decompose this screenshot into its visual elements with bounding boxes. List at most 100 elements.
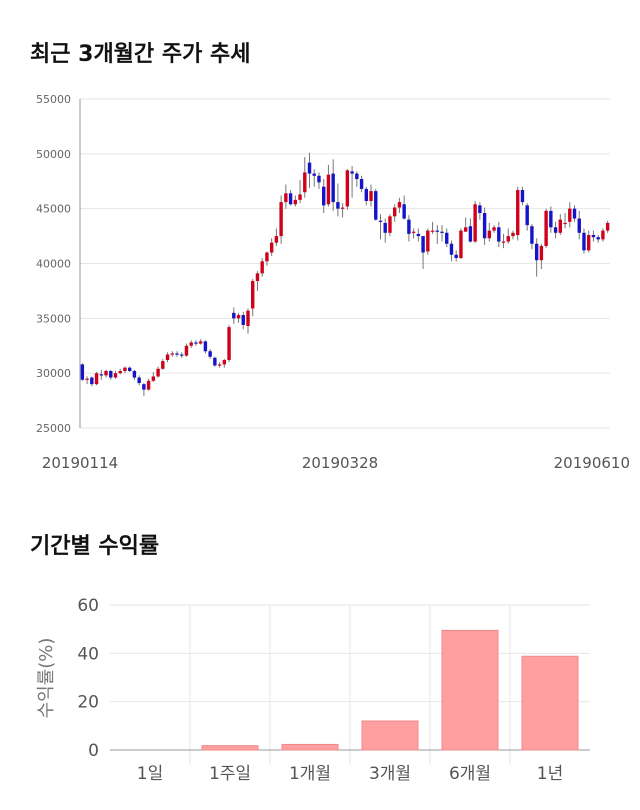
returns-x-tick-label: 6개월 bbox=[449, 764, 491, 784]
candle-body bbox=[497, 227, 501, 242]
candle-body bbox=[265, 252, 269, 262]
candle-body bbox=[426, 230, 430, 252]
candle-body bbox=[90, 377, 94, 385]
candle-body bbox=[151, 376, 156, 381]
candle-body bbox=[104, 370, 108, 376]
candle-body bbox=[350, 171, 354, 174]
returns-y-tick-label: 40 bbox=[77, 644, 99, 664]
candle-body bbox=[591, 234, 596, 238]
price-x-tick-label: 20190610 bbox=[554, 454, 630, 472]
candle-body bbox=[317, 175, 321, 183]
candle-body bbox=[516, 190, 520, 235]
candle-body bbox=[85, 378, 89, 380]
candle-body bbox=[468, 226, 473, 242]
candle-body bbox=[492, 227, 496, 231]
candle-body bbox=[445, 232, 449, 244]
candle-body bbox=[146, 380, 151, 390]
returns-bar bbox=[441, 629, 499, 751]
candle-body bbox=[530, 226, 534, 244]
candle-body bbox=[331, 173, 335, 203]
candle-body bbox=[539, 245, 544, 261]
candle-body bbox=[241, 315, 245, 325]
returns-bar bbox=[281, 743, 339, 751]
price-x-tick-label: 20190114 bbox=[42, 454, 118, 472]
candle-body bbox=[288, 193, 293, 205]
candle-body bbox=[605, 222, 610, 231]
candle-body bbox=[236, 315, 241, 319]
candle-body bbox=[525, 205, 529, 226]
candle-body bbox=[440, 231, 444, 233]
candle-body bbox=[397, 202, 402, 208]
candle-body bbox=[80, 364, 85, 380]
candle-body bbox=[482, 213, 487, 239]
candle-body bbox=[99, 374, 103, 376]
price-y-tick-label: 25000 bbox=[36, 422, 71, 435]
price-y-tick-label: 55000 bbox=[36, 93, 71, 106]
candle-body bbox=[374, 191, 378, 220]
candle-body bbox=[596, 237, 600, 240]
candle-body bbox=[284, 193, 288, 203]
candle-body bbox=[449, 243, 454, 255]
candle-body bbox=[161, 361, 165, 369]
candle-body bbox=[255, 273, 260, 282]
candle-body bbox=[109, 370, 113, 378]
candle-body bbox=[127, 367, 132, 371]
candle-body bbox=[463, 227, 468, 232]
price-x-tick-label: 20190328 bbox=[302, 454, 378, 472]
candlestick-chart: 25000 30000 35000 40000 45000 50000 55000 20190… bbox=[36, 93, 630, 472]
candle-body bbox=[345, 170, 350, 207]
candle-body bbox=[298, 194, 302, 200]
candle-body bbox=[435, 230, 439, 232]
candle-body bbox=[142, 384, 146, 390]
candle-body bbox=[388, 216, 392, 233]
price-trend-title: 최근 3개월간 주가 추세 bbox=[30, 42, 251, 67]
returns-x-tick-label: 1년 bbox=[537, 764, 563, 784]
candle-body bbox=[568, 208, 572, 222]
candle-body bbox=[213, 357, 217, 366]
returns-y-axis-label: 수익률(%) bbox=[36, 638, 57, 719]
price-y-tick-label: 50000 bbox=[36, 148, 71, 161]
candle-body bbox=[156, 368, 160, 377]
candle-body bbox=[137, 377, 141, 384]
candle-body bbox=[175, 353, 179, 355]
returns-x-tick-label: 1개월 bbox=[289, 764, 331, 784]
candle-body bbox=[392, 207, 397, 217]
candle-body bbox=[544, 210, 548, 246]
candle-body bbox=[322, 186, 326, 206]
candle-body bbox=[246, 310, 250, 327]
candle-body bbox=[369, 191, 373, 201]
returns-x-tick-label: 3개월 bbox=[369, 764, 411, 784]
candle-body bbox=[184, 345, 189, 356]
candle-body bbox=[364, 188, 368, 201]
candle-body bbox=[587, 234, 591, 251]
returns-bar bbox=[361, 720, 419, 751]
candle-body bbox=[198, 341, 203, 344]
price-y-tick-label: 35000 bbox=[36, 312, 71, 325]
candle-body bbox=[558, 219, 563, 233]
candle-body bbox=[260, 261, 264, 274]
candle-body bbox=[132, 370, 137, 378]
candle-body bbox=[340, 207, 345, 209]
candle-body bbox=[577, 218, 581, 233]
candle-body bbox=[572, 208, 577, 219]
candle-body bbox=[402, 204, 406, 219]
returns-x-tick-label: 1주일 bbox=[209, 764, 251, 784]
candle-body bbox=[170, 353, 174, 355]
candle-body bbox=[336, 202, 340, 209]
candle-body bbox=[416, 233, 421, 237]
returns-x-tick-label: 1일 bbox=[137, 764, 163, 784]
candle-body bbox=[411, 231, 416, 233]
candle-body bbox=[326, 174, 331, 205]
candle-body bbox=[232, 312, 236, 319]
candle-body bbox=[208, 351, 212, 357]
candle-body bbox=[303, 172, 307, 193]
candle-body bbox=[506, 236, 510, 242]
candle-body bbox=[165, 354, 170, 361]
candle-body bbox=[194, 342, 198, 344]
candle-body bbox=[407, 219, 411, 234]
returns-title: 기간별 수익률 bbox=[30, 534, 160, 559]
candle-body bbox=[222, 360, 227, 365]
candle-body bbox=[553, 227, 558, 233]
candle-body bbox=[378, 220, 383, 222]
